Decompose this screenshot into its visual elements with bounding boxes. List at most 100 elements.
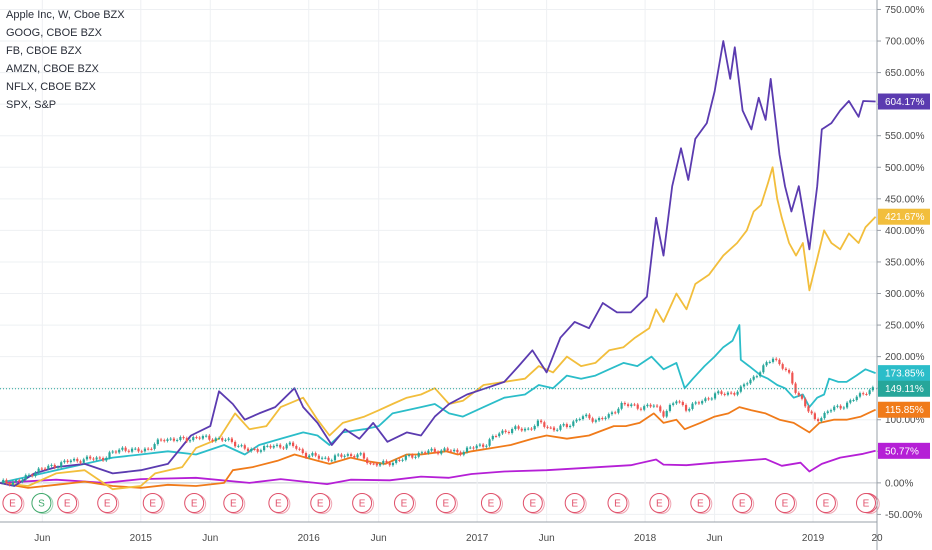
event-marker-earnings[interactable]: E <box>522 493 545 514</box>
candle-body <box>79 461 82 463</box>
candle-body <box>713 393 717 399</box>
candle-body <box>694 402 697 404</box>
candle-body <box>578 419 581 421</box>
y-tick-label: 0.00% <box>885 478 913 489</box>
series-line-amzn[interactable] <box>0 166 877 491</box>
series-line-goog[interactable] <box>0 406 876 489</box>
event-marker-earnings[interactable]: E <box>97 493 120 514</box>
x-axis[interactable]: Jun 2015 Jun 2016 Jun 2017 Jun 2018 Jun 2019 20 <box>0 521 883 544</box>
candle-body <box>684 405 688 411</box>
candle-body <box>594 420 597 422</box>
candle-body <box>678 401 681 403</box>
event-marker-label: E <box>656 499 663 510</box>
candle-body <box>430 448 433 451</box>
candle-body <box>127 450 130 452</box>
event-marker-earnings[interactable]: E <box>856 493 876 513</box>
legend-item-nflx[interactable]: NFLX, CBOE BZX <box>6 81 96 93</box>
candle-body <box>243 445 246 449</box>
candle-body <box>227 438 230 440</box>
candle-body <box>768 361 771 363</box>
candle-body <box>488 439 491 446</box>
value-badge-goog: 115.85% <box>878 401 930 418</box>
candle-body <box>501 430 504 434</box>
event-marker-split[interactable]: S <box>31 493 54 514</box>
candle-body <box>391 462 395 466</box>
value-badge-spx: 50.77% <box>878 442 930 459</box>
candle-body <box>781 364 784 369</box>
candle-body <box>855 396 858 401</box>
candle-body <box>37 468 40 473</box>
legend-item-spx[interactable]: SPX, S&P <box>6 99 57 111</box>
event-marker-earnings[interactable]: E <box>480 493 503 514</box>
event-marker-earnings[interactable]: E <box>142 493 165 514</box>
candle-body <box>304 453 308 458</box>
legend-item-goog[interactable]: GOOG, CBOE BZX <box>6 27 102 39</box>
candle-body <box>72 458 76 461</box>
candle-body <box>176 439 179 441</box>
candle-body <box>546 426 549 428</box>
legend-item-amzn[interactable]: AMZN, CBOE BZX <box>6 63 99 75</box>
candle-body <box>385 460 388 463</box>
event-marker-earnings[interactable]: E <box>732 493 755 514</box>
series-line-spx[interactable] <box>0 449 876 485</box>
candle-body <box>288 442 291 445</box>
y-axis[interactable]: 750.00%700.00%650.00%600.00%550.00%500.0… <box>876 0 925 550</box>
event-marker-earnings[interactable]: E <box>268 493 291 514</box>
candle-body <box>34 472 37 477</box>
legend: Apple Inc, W, Cboe BZX GOOG, CBOE BZX FB… <box>6 6 125 114</box>
value-badge-text: 604.17% <box>885 97 925 108</box>
event-marker-earnings[interactable]: E <box>223 493 246 514</box>
series-line-nflx[interactable] <box>0 40 876 487</box>
event-marker-earnings[interactable]: E <box>649 493 672 514</box>
event-marker-earnings[interactable]: E <box>393 493 416 514</box>
event-marker-earnings[interactable]: E <box>435 493 458 514</box>
event-marker-earnings[interactable]: E <box>690 493 713 514</box>
event-marker-label: E <box>64 499 71 510</box>
legend-item-apple[interactable]: Apple Inc, W, Cboe BZX <box>6 9 125 21</box>
event-marker-label: E <box>443 499 450 510</box>
event-marker-earnings[interactable]: E <box>310 493 333 514</box>
candle-body <box>282 447 285 449</box>
candle-body <box>604 417 607 419</box>
candle-body <box>472 447 475 449</box>
event-marker-earnings[interactable]: E <box>184 493 207 514</box>
event-marker-circle <box>352 493 373 513</box>
event-marker-earnings[interactable]: E <box>2 493 25 514</box>
event-marker-label: E <box>149 499 156 510</box>
event-marker-earnings[interactable]: E <box>57 493 80 514</box>
event-marker-circle <box>649 493 670 513</box>
candle-body <box>343 455 346 457</box>
candle-body <box>633 404 636 406</box>
candle-body <box>688 408 691 411</box>
candle-body <box>517 426 520 429</box>
candle-body <box>800 395 804 399</box>
candle-body <box>111 451 114 453</box>
candle-body <box>147 448 150 450</box>
candle-body <box>217 438 221 440</box>
candle-body <box>491 435 494 440</box>
candle-body <box>865 394 868 396</box>
candle-body <box>324 457 327 459</box>
candle-body <box>66 460 69 463</box>
candle-body <box>446 448 449 451</box>
candle-body <box>530 428 533 430</box>
x-tick-label: Jun <box>539 533 555 544</box>
event-marker-earnings[interactable]: E <box>774 493 797 514</box>
candle-body <box>440 450 443 454</box>
candle-body <box>565 424 568 428</box>
legend-item-fb[interactable]: FB, CBOE BZX <box>6 45 82 57</box>
candle-body <box>858 393 862 397</box>
event-marker-circle <box>31 493 52 513</box>
event-markers: ESEEEEEEEEEEEEEEEEEEEEE <box>2 493 880 514</box>
candle-body <box>134 448 137 450</box>
candle-body <box>871 387 874 391</box>
event-marker-earnings[interactable]: E <box>607 493 630 514</box>
event-marker-earnings[interactable]: E <box>564 493 587 514</box>
event-marker-label: E <box>9 499 16 510</box>
series-line-fb[interactable] <box>0 324 876 484</box>
event-marker-circle <box>522 493 543 513</box>
candle-body <box>636 404 639 409</box>
event-marker-earnings[interactable]: E <box>815 493 838 514</box>
event-marker-earnings[interactable]: E <box>352 493 375 514</box>
